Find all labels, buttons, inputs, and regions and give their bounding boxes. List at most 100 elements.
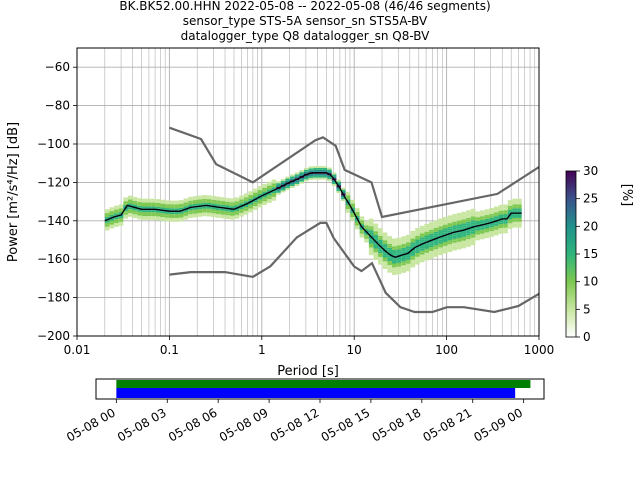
heatmap-cell (424, 256, 430, 259)
heatmap-cell (470, 214, 476, 217)
heatmap-cell (410, 252, 416, 254)
heatmap-cell (146, 200, 152, 203)
heatmap-cell (433, 224, 439, 227)
heatmap-cell (401, 249, 406, 252)
heatmap-cell (253, 200, 258, 203)
heatmap-cell (489, 229, 494, 232)
heatmap-cell (470, 210, 476, 213)
heatmap-cell (225, 209, 230, 212)
heatmap-cell (410, 261, 416, 264)
heatmap-cell (155, 218, 161, 221)
heatmap-cell (215, 200, 221, 203)
heatmap-cell (410, 230, 416, 233)
heatmap-cell (415, 235, 420, 238)
y-axis-ticks: −200 −180 −160 −140 −120 −100 −80 −60 (37, 60, 77, 343)
heatmap-cell (118, 204, 124, 207)
heatmap-cell (327, 171, 332, 174)
heatmap-cell (262, 189, 267, 192)
heatmap-cell (234, 212, 240, 215)
heatmap-cell (470, 239, 476, 242)
heatmap-cell (387, 257, 393, 260)
heatmap-cell (512, 217, 518, 220)
heatmap-cell (285, 184, 291, 187)
heatmap-cell (424, 239, 430, 242)
heatmap-cell (243, 206, 249, 209)
heatmap-cell (447, 219, 453, 222)
heatmap-cell (419, 248, 425, 251)
heatmap-cell (350, 205, 355, 208)
heatmap-cell (429, 229, 434, 232)
heatmap-cell (480, 229, 485, 232)
heatmap-cell (392, 244, 397, 247)
heatmap-cell (151, 198, 156, 201)
heatmap-cell (262, 197, 267, 200)
heatmap-cell (345, 205, 351, 208)
heatmap-cell (211, 199, 216, 202)
heatmap-cell (308, 174, 314, 177)
heatmap-cell (392, 250, 397, 252)
heatmap-cell (507, 217, 513, 220)
heatmap-cell (229, 200, 235, 203)
title-line-1: BK.BK52.00.HHN 2022-05-08 -- 2022-05-08 … (119, 0, 490, 13)
heatmap-cell (438, 245, 443, 248)
heatmap-cell (294, 176, 300, 179)
heatmap-cell (127, 199, 133, 202)
heatmap-cell (151, 217, 156, 220)
heatmap-cell (239, 199, 244, 202)
heatmap-cell (109, 226, 115, 229)
heatmap-cell (197, 214, 203, 217)
heatmap-cell (447, 240, 453, 243)
heatmap-cell (280, 188, 286, 191)
heatmap-cell (206, 199, 212, 202)
heatmap-cell (461, 232, 467, 235)
heatmap-cell (415, 262, 420, 265)
heatmap-cell (396, 264, 402, 267)
heatmap-cell (206, 201, 212, 203)
heatmap-cell (438, 237, 443, 240)
heatmap-cell (215, 211, 221, 214)
heatmap-cell (392, 246, 397, 249)
heatmap-cell (188, 208, 193, 211)
heatmap-cell (396, 272, 402, 275)
heatmap-cell (396, 270, 402, 273)
y-tick-label: −160 (37, 252, 70, 266)
heatmap-cell (401, 236, 406, 239)
x-tick-label: 10 (347, 343, 362, 357)
heatmap-cell (392, 261, 397, 264)
heatmap-cell (114, 209, 119, 212)
heatmap-cell (466, 241, 471, 243)
heatmap-cell (354, 210, 360, 213)
heatmap-cell (262, 191, 267, 194)
heatmap-cell (368, 241, 374, 244)
heatmap-cell (438, 224, 443, 227)
heatmap-cell (202, 210, 207, 213)
heatmap-cell (429, 254, 434, 257)
heatmap-cell (280, 190, 286, 193)
heatmap-cell (447, 249, 453, 252)
heatmap-cell (109, 209, 115, 212)
mode-line (104, 172, 522, 258)
heatmap-cell (114, 221, 119, 223)
heatmap-cell (354, 212, 360, 214)
heatmap-cell (141, 204, 147, 207)
heatmap-cell (419, 252, 425, 255)
heatmap-cell (405, 246, 411, 249)
heatmap-cell (480, 237, 485, 240)
heatmap-cell (452, 246, 457, 249)
heatmap-cell (466, 223, 471, 226)
heatmap-cell (373, 254, 379, 257)
heatmap-cell (202, 195, 207, 198)
heatmap-cell (475, 221, 481, 223)
heatmap-cell (442, 228, 448, 231)
heatmap-cell (512, 221, 518, 224)
heatmap-cell (183, 215, 189, 218)
heatmap-cell (419, 235, 425, 238)
heatmap-cell (253, 190, 258, 193)
heatmap-cell (498, 222, 504, 225)
heatmap-cell (141, 212, 147, 215)
heatmap-cell (234, 210, 240, 213)
heatmap-cell (257, 197, 263, 200)
heatmap-cell (368, 245, 374, 248)
heatmap-cell (165, 206, 170, 209)
heatmap-cell (109, 211, 115, 214)
